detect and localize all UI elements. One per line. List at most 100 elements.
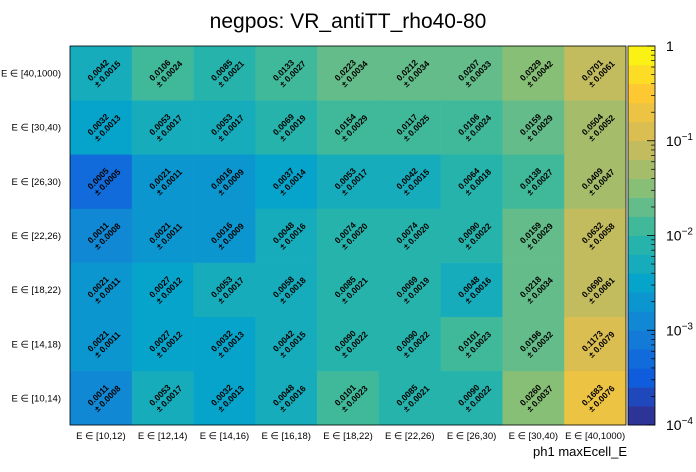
heatmap-cell: [131, 370, 194, 426]
heatmap-cell: [317, 154, 380, 209]
heatmap-cell: [255, 100, 318, 155]
heatmap-cell: [502, 154, 565, 209]
heatmap-cell: [255, 370, 318, 426]
heatmap-cell: [131, 46, 194, 101]
heatmap-cell: [564, 100, 627, 155]
heatmap-cell: [378, 46, 441, 101]
colorbar-tick-exponent: −1: [682, 132, 694, 143]
x-tick-label: E ∈ [22,26): [385, 431, 434, 442]
heatmap-cell: [440, 208, 503, 263]
colorbar-band: [628, 46, 655, 66]
heatmap-cell: [378, 100, 441, 155]
heatmap-cell: [502, 208, 565, 263]
heatmap-cell: [317, 100, 380, 155]
heatmap-cell: [255, 46, 318, 101]
colorbar-band: [628, 178, 655, 198]
x-tick-label: E ∈ [10,12): [76, 431, 125, 442]
heatmap-cell: [317, 208, 380, 263]
colorbar-tick-base: 1: [666, 38, 674, 54]
heatmap-cell: [564, 262, 627, 318]
heatmap-cell: [193, 100, 256, 155]
colorbar-tick-base: 10: [666, 417, 682, 433]
heatmap-cell: [440, 262, 503, 318]
heatmap-cell: [378, 262, 441, 318]
heatmap-cell: [70, 154, 133, 209]
x-tick-label: E ∈ [16,18): [261, 431, 310, 442]
colorbar-band: [628, 83, 655, 104]
heatmap-cell: [502, 46, 565, 101]
heatmap-cell: [317, 316, 380, 372]
colorbar-tick-label: 1: [666, 38, 674, 54]
x-tick-label: E ∈ [12,14): [138, 431, 187, 442]
colorbar-tick-exponent: −2: [682, 227, 694, 238]
chart-title: negpos: VR_antiTT_rho40-80: [210, 10, 487, 33]
heatmap-cell: [317, 262, 380, 318]
x-tick-label: E ∈ [26,30): [447, 431, 496, 442]
heatmap-cell: [502, 370, 565, 426]
colorbar-band: [628, 330, 655, 350]
colorbar-tick-base: 10: [666, 133, 682, 149]
x-axis-title: ph1 maxEcell_E: [533, 444, 627, 459]
heatmap-cell: [378, 316, 441, 372]
y-tick-labels: E ∈ [10,14) E ∈ [14,18) E ∈ [18,22) E ∈ [22…: [1, 69, 61, 405]
colorbar-band: [628, 292, 655, 312]
heatmap-cell: [70, 262, 133, 318]
heatmap-cell: [564, 316, 627, 372]
heatmap-cell: [131, 208, 194, 263]
heatmap-cell: [193, 262, 256, 318]
plot-frame: [69, 45, 627, 426]
heatmap-cell: [193, 154, 256, 209]
colorbar-band: [628, 140, 655, 160]
heatmap-cell: [131, 154, 194, 209]
y-tick-label: E ∈ [30,40): [12, 123, 61, 134]
heatmap-cell: [70, 208, 133, 263]
heatmap-cell: [564, 208, 627, 263]
colorbar-tick-exponent: −3: [682, 321, 694, 332]
heatmap-cell: [317, 46, 380, 101]
heatmap-cell: [70, 370, 133, 426]
colorbar-band: [628, 64, 655, 85]
heatmap-cell: [564, 46, 627, 101]
colorbar-band: [628, 406, 655, 426]
x-tick-label: E ∈ [30,40): [509, 431, 558, 442]
heatmap-cell: [255, 208, 318, 263]
heatmap-cell: [193, 46, 256, 101]
heatmap-cell: [131, 316, 194, 372]
heatmap-cell: [255, 262, 318, 318]
colorbar-tick-label: 10−1: [666, 132, 693, 149]
heatmap-cell: [440, 100, 503, 155]
colorbar-band: [628, 254, 655, 274]
heatmap-cell: [378, 370, 441, 426]
heatmap-cell: [564, 370, 627, 426]
colorbar-band: [628, 102, 655, 123]
heatmap-cell: [193, 316, 256, 372]
x-tick-label: E ∈ [14,16): [200, 431, 249, 442]
y-tick-label: E ∈ [22,26): [12, 231, 61, 242]
x-tick-label: E ∈ [18,22): [323, 431, 372, 442]
heatmap-cell: [131, 100, 194, 155]
y-tick-label: E ∈ [40,1000): [1, 69, 61, 80]
colorbar-band: [628, 311, 655, 331]
heatmap-cell: [255, 316, 318, 372]
colorbar-band: [628, 216, 655, 236]
colorbar-band: [628, 273, 655, 293]
heatmap-cell: [131, 262, 194, 318]
x-tick-label: E ∈ [40,1000): [565, 431, 625, 442]
heatmap-cell: [502, 100, 565, 155]
colorbar-band: [628, 235, 655, 255]
colorbar-tick-base: 10: [666, 322, 682, 338]
heatmap-cells: [70, 46, 627, 426]
heatmap-cell: [317, 370, 380, 426]
colorbar-band: [628, 159, 655, 179]
colorbar-tick-label: 10−4: [666, 416, 693, 433]
heatmap-cell: [502, 262, 565, 318]
heatmap-cell: [564, 154, 627, 209]
heatmap-cell: [502, 316, 565, 372]
heatmap-cell: [440, 370, 503, 426]
y-tick-label: E ∈ [26,30): [12, 177, 61, 188]
colorbar-tick-label: 10−3: [666, 321, 693, 338]
heatmap-cell: [70, 46, 133, 101]
heatmap-cell: [440, 46, 503, 101]
heatmap-cell: [378, 154, 441, 209]
